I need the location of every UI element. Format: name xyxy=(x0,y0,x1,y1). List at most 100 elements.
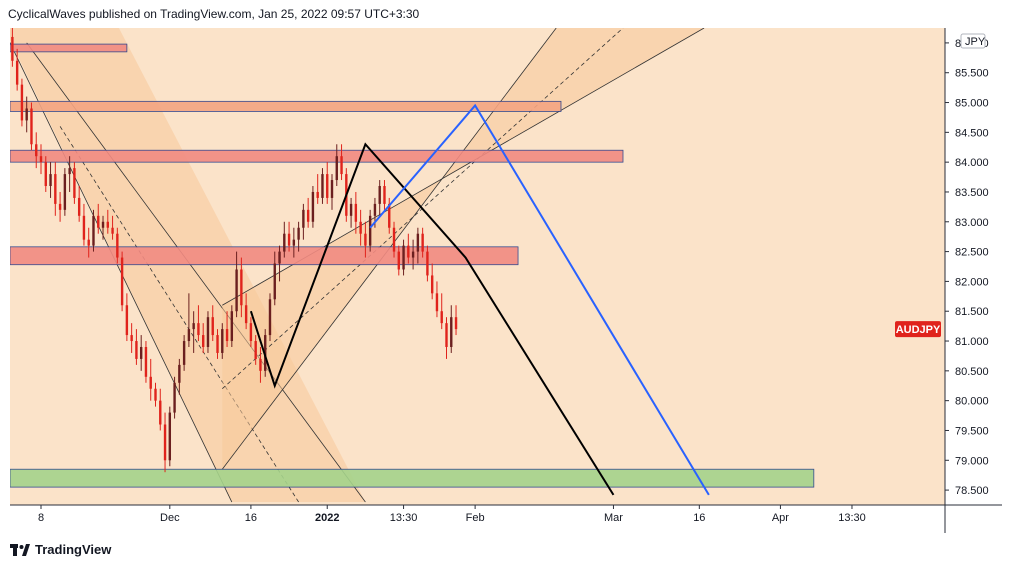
candle-body xyxy=(154,388,157,401)
candle-body xyxy=(92,215,95,246)
candle-body xyxy=(450,317,453,347)
y-tick-label: 79.000 xyxy=(955,455,989,467)
candle-body xyxy=(411,251,415,258)
candle-body xyxy=(30,108,33,145)
candle-body xyxy=(321,174,324,198)
y-tick-label: 82.500 xyxy=(955,247,989,259)
y-tick-label: 81.500 xyxy=(955,306,989,318)
price-zone-0 xyxy=(10,43,128,53)
x-axis-area xyxy=(10,505,945,533)
candle-body xyxy=(297,227,300,240)
candle-body xyxy=(388,203,391,228)
candle-body xyxy=(101,221,105,228)
candle-body xyxy=(287,233,291,246)
x-tick-label: Dec xyxy=(160,512,180,524)
y-tick-label: 78.500 xyxy=(955,485,989,497)
y-tick-label: 84.500 xyxy=(955,127,989,139)
x-tick-label: 16 xyxy=(693,512,705,524)
candle-body xyxy=(73,168,76,198)
chart-area[interactable]: 86.00085.50085.00084.50084.00083.50083.0… xyxy=(10,28,1002,533)
candle-body xyxy=(116,233,119,258)
candle-body xyxy=(235,269,238,312)
candle-body xyxy=(230,311,234,342)
candle-body xyxy=(445,323,448,347)
candle-body xyxy=(87,239,90,246)
candle-body xyxy=(306,209,310,222)
x-tick-label: Mar xyxy=(604,512,623,524)
price-zone-4 xyxy=(10,468,815,488)
x-tick-label: Feb xyxy=(466,512,485,524)
candle-body xyxy=(125,305,129,336)
x-tick-label: Apr xyxy=(772,512,789,524)
candle-body xyxy=(163,424,167,461)
candle-body xyxy=(221,329,224,353)
candle-body xyxy=(268,299,272,336)
currency-label: JPY xyxy=(965,36,986,48)
candle-body xyxy=(292,239,296,246)
candle-body xyxy=(68,168,71,175)
candle-body xyxy=(278,251,281,264)
candle-body xyxy=(364,233,367,246)
candle-body xyxy=(15,60,19,85)
y-tick-label: 83.000 xyxy=(955,217,989,229)
candle-body xyxy=(349,203,353,216)
tradingview-logo-icon xyxy=(10,543,30,556)
candle-body xyxy=(283,233,286,252)
candle-body xyxy=(49,174,52,187)
y-tick-label: 85.500 xyxy=(955,68,989,80)
candle-body xyxy=(20,84,24,121)
candle-body xyxy=(359,221,362,234)
candle-body xyxy=(197,323,200,336)
y-tick-label: 80.500 xyxy=(955,366,989,378)
candle-body xyxy=(211,317,214,336)
candle-body xyxy=(354,203,358,222)
y-tick-label: 80.000 xyxy=(955,396,989,408)
candle-body xyxy=(311,191,315,222)
candle-body xyxy=(373,203,377,216)
symbol-label: AUDJPY xyxy=(896,324,941,336)
price-zone-3 xyxy=(10,246,519,266)
candle-body xyxy=(330,180,334,198)
candle-body xyxy=(254,341,257,359)
candle-body xyxy=(97,215,100,228)
candle-body xyxy=(178,364,181,383)
candle-body xyxy=(44,162,47,187)
candle-body xyxy=(397,251,400,270)
y-tick-label: 82.000 xyxy=(955,276,989,288)
candle-body xyxy=(187,329,191,342)
y-axis-area xyxy=(945,28,1002,533)
x-tick-label: 16 xyxy=(245,512,257,524)
candle-body xyxy=(383,186,386,204)
footer: TradingView xyxy=(10,542,111,557)
candle-body xyxy=(430,275,434,294)
candle-body xyxy=(202,335,205,347)
candle-body xyxy=(259,358,262,371)
price-chart[interactable]: 86.00085.50085.00084.50084.00083.50083.0… xyxy=(10,28,1002,533)
candle-body xyxy=(106,221,109,228)
candle-body xyxy=(421,233,424,252)
candle-body xyxy=(426,251,429,276)
candle-body xyxy=(139,346,143,359)
y-tick-label: 85.000 xyxy=(955,98,989,110)
candle-body xyxy=(58,203,62,210)
candle-body xyxy=(407,245,410,258)
candle-body xyxy=(168,412,172,461)
candle-body xyxy=(302,209,305,228)
candle-body xyxy=(192,323,195,330)
symbol-badge xyxy=(895,321,941,338)
y-tick-label: 79.500 xyxy=(955,425,989,437)
candle-body xyxy=(416,233,420,252)
candle-body xyxy=(77,197,81,216)
candle-body xyxy=(120,257,124,306)
candle-body xyxy=(216,335,219,353)
candle-body xyxy=(25,108,28,121)
candle-body xyxy=(378,186,381,204)
candle-body xyxy=(39,156,43,163)
candle-body xyxy=(225,329,229,342)
x-tick-label: 13:30 xyxy=(838,512,866,524)
blue-wave-line xyxy=(369,103,710,496)
candle-body xyxy=(435,293,439,312)
x-tick-label: 13:30 xyxy=(390,512,418,524)
black-wave-line xyxy=(249,142,615,496)
candle-body xyxy=(11,36,14,61)
